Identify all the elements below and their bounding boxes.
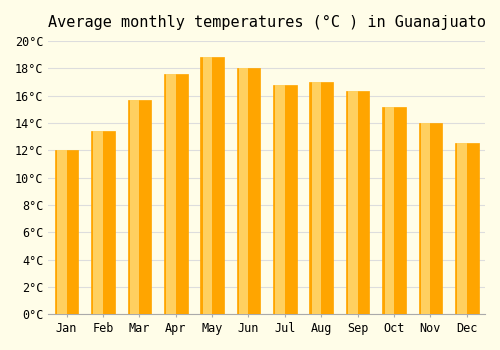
Bar <box>346 91 370 314</box>
Bar <box>166 74 175 314</box>
Bar <box>348 91 358 314</box>
Bar <box>202 57 212 314</box>
Bar <box>128 100 151 314</box>
Bar <box>94 131 103 314</box>
Bar <box>418 123 442 314</box>
Bar <box>384 106 394 314</box>
Bar <box>236 68 260 314</box>
Bar <box>239 68 248 314</box>
Bar <box>455 144 478 314</box>
Bar <box>273 85 296 314</box>
Bar <box>276 85 285 314</box>
Bar <box>421 123 430 314</box>
Bar <box>312 82 322 314</box>
Bar <box>54 150 78 314</box>
Bar <box>164 74 188 314</box>
Bar <box>200 57 224 314</box>
Title: Average monthly temperatures (°C ) in Guanajuato: Average monthly temperatures (°C ) in Gu… <box>48 15 486 30</box>
Bar <box>310 82 333 314</box>
Bar <box>382 106 406 314</box>
Bar <box>130 100 140 314</box>
Bar <box>91 131 115 314</box>
Bar <box>57 150 66 314</box>
Bar <box>458 144 467 314</box>
